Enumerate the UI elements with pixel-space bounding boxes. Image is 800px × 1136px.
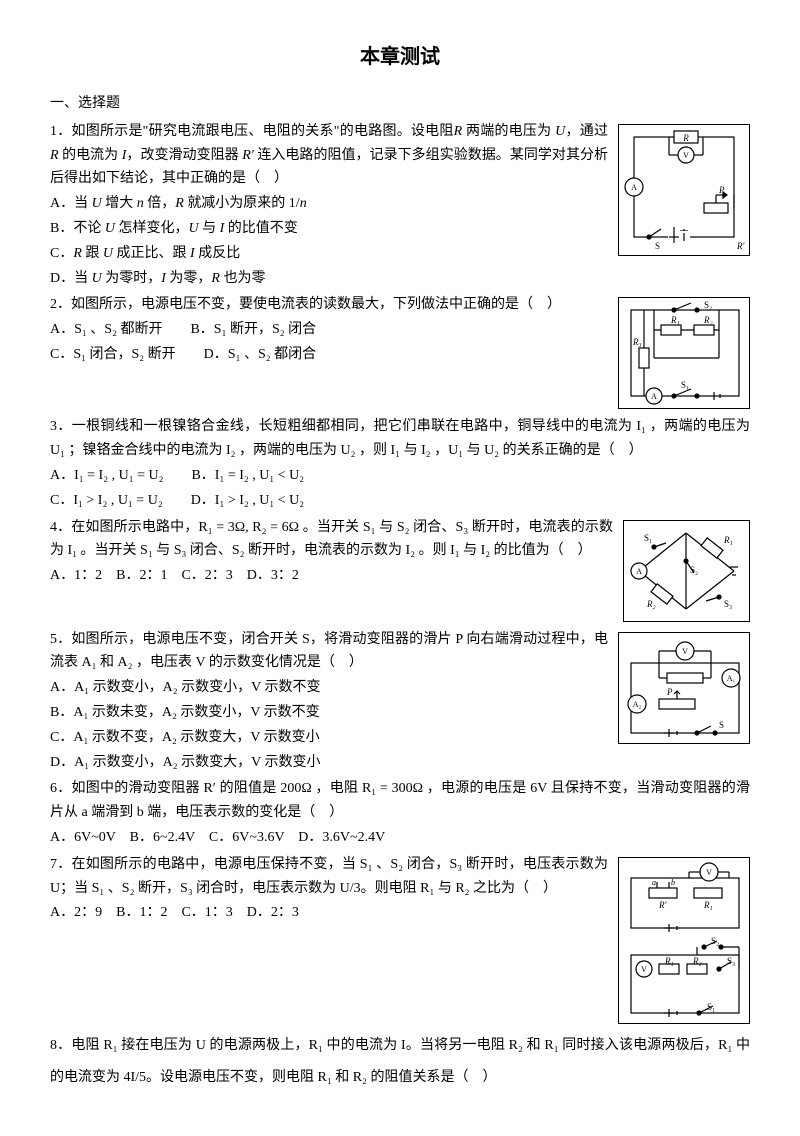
- q1c-c: 成正比、跟: [113, 246, 190, 261]
- q1d-d: 也为零: [220, 271, 266, 286]
- q1a-R: R: [175, 196, 184, 211]
- q1a-n: n: [137, 196, 144, 211]
- figure-q2: S₂ R₁ R₂ R₃ A S₁: [618, 297, 750, 409]
- q8-stem: 8．电阻 R₁ 接在电压为 U 的电源两极上，R₁ 中的电流为 I。当将另一电阻…: [50, 1030, 750, 1094]
- q1c-a: C．: [50, 246, 73, 261]
- fig4-A: A: [636, 567, 642, 576]
- q1b-b: 怎样变化，: [115, 221, 189, 236]
- fig1-R: R: [682, 133, 689, 143]
- figure-q1: R V A S R′ P: [618, 124, 750, 256]
- fig6-a: a: [652, 878, 656, 887]
- chapter-title: 本章测试: [50, 40, 750, 74]
- fig2-A: A: [651, 392, 657, 401]
- q1b-c: 与: [199, 221, 220, 236]
- q1-optD: D．当 U 为零时，I 为零，R 也为零: [50, 267, 750, 291]
- fig4-S2: S₂: [690, 565, 698, 575]
- figure-q5: V A₂ A₁ P S: [618, 632, 750, 744]
- section-heading: 一、选择题: [50, 92, 750, 116]
- q1a-d: 就减小为原来的 1/: [184, 196, 300, 211]
- q1b-U: U: [105, 221, 115, 236]
- q1d-U: U: [92, 271, 102, 286]
- fig2-R3: R₃: [632, 337, 642, 347]
- fig1-A: A: [631, 183, 637, 192]
- q1-stem-d: 的电流为: [59, 148, 122, 163]
- question-1: R V A S R′ P 1．如图所示是"研究电流跟电压、电阻的关系"的电路图。…: [50, 120, 750, 292]
- q1b-d: 的比值不变: [224, 221, 298, 236]
- question-6: 6．如图中的滑动变阻器 R′ 的阻值是 200Ω ，电阻 R₁ = 300Ω ，…: [50, 777, 750, 850]
- figure-q4: A S₁ R₁ S₂ R₂ S₃: [623, 520, 750, 622]
- q1-R2: R: [50, 148, 59, 163]
- fig5-S: S: [719, 720, 724, 730]
- fig1-S: S: [655, 241, 660, 251]
- fig7-S3: S₃: [727, 956, 735, 966]
- q5-optD: D．A₁ 示数变小，A₂ 示数变大，V 示数变小: [50, 751, 750, 775]
- q1b-a: B．不论: [50, 221, 105, 236]
- q1a-a: A．当: [50, 196, 92, 211]
- question-2: S₂ R₁ R₂ R₃ A S₁ 2．如图所示，电源电压不变，要使电流表的读数最…: [50, 293, 750, 413]
- q6-opts: A．6V~0V B．6~2.4V C．6V~3.6V D．3.6V~2.4V: [50, 826, 750, 850]
- fig4-S3: S₃: [724, 599, 732, 609]
- q1-stem-e: ，改变滑动变阻器: [126, 148, 242, 163]
- fig2-R1: R₁: [670, 315, 680, 325]
- question-5: V A₂ A₁ P S 5．如图所示，电源电压不变，闭合开关 S，将滑动变阻器的…: [50, 628, 750, 776]
- fig7-S2: S₂: [711, 936, 719, 946]
- q1-stem-a: 1．如图所示是"研究电流跟电压、电阻的关系"的电路图。设电阻: [50, 124, 454, 139]
- q6-stem: 6．如图中的滑动变阻器 R′ 的阻值是 200Ω ，电阻 R₁ = 300Ω ，…: [50, 777, 750, 825]
- fig1-Rp: R′: [736, 241, 745, 251]
- fig4-R2: R₂: [646, 599, 656, 609]
- q1c-U: U: [103, 246, 113, 261]
- q1c-d: 成反比: [195, 246, 241, 261]
- question-4: A S₁ R₁ S₂ R₂ S₃ 4．在如图所示电路中，R₁ = 3Ω, R₂ …: [50, 516, 750, 626]
- question-8: 8．电阻 R₁ 接在电压为 U 的电源两极上，R₁ 中的电流为 I。当将另一电阻…: [50, 1030, 750, 1094]
- fig2-S1: S₁: [681, 380, 689, 390]
- fig7-R2: R₂: [692, 956, 702, 966]
- question-7: V a b R′ R₁ V R₁ R₂ S₃ S₂ S₁: [50, 853, 750, 1028]
- fig7-V: V: [641, 965, 647, 974]
- fig5-A2: A₂: [633, 700, 642, 709]
- fig5-P: P: [666, 687, 673, 697]
- q1a-c: 倍，: [144, 196, 176, 211]
- fig1-P: P: [718, 185, 725, 195]
- fig5-V: V: [682, 647, 688, 656]
- fig7-S1: S₁: [707, 1002, 715, 1012]
- q1-stem-b: 两端的电压为: [462, 124, 555, 139]
- q1a-U: U: [92, 196, 102, 211]
- q1d-a: D．当: [50, 271, 92, 286]
- fig4-R1: R₁: [723, 535, 733, 545]
- q1c-R: R: [73, 246, 82, 261]
- figure-q6q7: V a b R′ R₁ V R₁ R₂ S₃ S₂ S₁: [618, 857, 750, 1024]
- fig6-R1: R₁: [703, 900, 713, 910]
- q3-stem: 3．一根铜线和一根镍铬合金线，长短粗细都相同，把它们串联在电路中，铜导线中的电流…: [50, 415, 750, 463]
- fig6-V: V: [706, 868, 712, 877]
- q1-U: U: [555, 124, 565, 139]
- q1-stem-c: ，通过: [565, 124, 608, 139]
- fig2-R2: R₂: [703, 315, 713, 325]
- q1d-c: 为零，: [166, 271, 212, 286]
- q3-optAB: A．I₁ = I₂ , U₁ = U₂ B．I₁ = I₂ , U₁ < U₂: [50, 464, 750, 488]
- q1d-R: R: [211, 271, 220, 286]
- q1d-b: 为零时，: [102, 271, 162, 286]
- q1b-U2: U: [188, 221, 198, 236]
- q3-optCD: C．I₁ > I₂ , U₁ = U₂ D．I₁ > I₂ , U₁ < U₂: [50, 489, 750, 513]
- q1-R: R: [454, 124, 463, 139]
- q1a-n2: n: [300, 196, 307, 211]
- fig4-S1: S₁: [644, 533, 652, 543]
- fig2-S2: S₂: [704, 300, 712, 310]
- fig7-R1: R₁: [664, 956, 674, 966]
- fig5-A1: A₁: [727, 674, 736, 683]
- q1c-b: 跟: [82, 246, 103, 261]
- fig1-V: V: [683, 151, 689, 160]
- question-3: 3．一根铜线和一根镍铬合金线，长短粗细都相同，把它们串联在电路中，铜导线中的电流…: [50, 415, 750, 513]
- fig6-Rp: R′: [658, 900, 667, 910]
- q1-Rp: R′: [242, 148, 254, 163]
- fig6-b: b: [671, 878, 675, 887]
- q1a-b: 增大: [102, 196, 137, 211]
